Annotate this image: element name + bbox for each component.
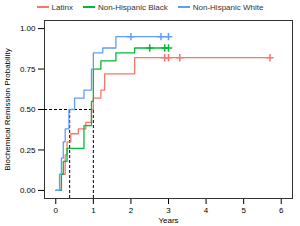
svg-text:0.00: 0.00 [20, 186, 36, 195]
html-text:Non-Hispanic White: Non-Hispanic White [192, 2, 264, 12]
svg-text:0: 0 [54, 206, 59, 215]
svg-text:0.75: 0.75 [20, 65, 36, 74]
svg-text:4: 4 [204, 206, 209, 215]
svg-text:1.00: 1.00 [20, 24, 36, 33]
html-text:Latinx: Latinx [51, 2, 73, 12]
svg-text:0.50: 0.50 [20, 105, 36, 114]
svg-text:Years: Years [158, 216, 178, 225]
svg-text:0.25: 0.25 [20, 146, 36, 155]
svg-text:3: 3 [166, 206, 171, 215]
svg-text:Biochemical Remission Probabil: Biochemical Remission Probability [3, 48, 12, 170]
html-text:Non-Hispanic Black: Non-Hispanic Black [97, 2, 168, 12]
svg-text:1: 1 [91, 206, 96, 215]
svg-text:5: 5 [241, 206, 246, 215]
svg-text:2: 2 [129, 206, 134, 215]
svg-text:6: 6 [279, 206, 284, 215]
